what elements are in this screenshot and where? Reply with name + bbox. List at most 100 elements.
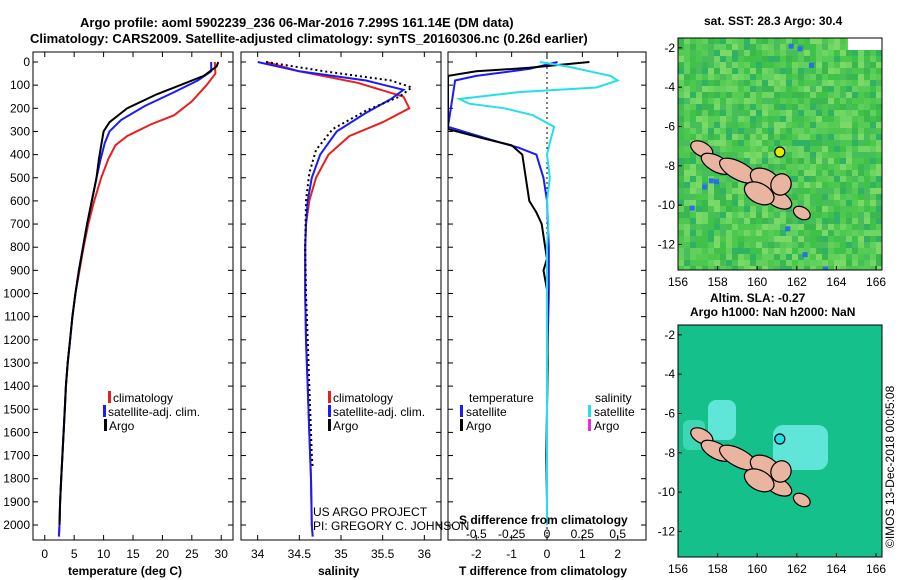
sst-cell — [756, 140, 762, 146]
sst-cell — [732, 116, 738, 122]
sla-map-frame — [677, 324, 883, 558]
sst-cell — [816, 122, 822, 128]
sst-cell — [774, 92, 780, 98]
sst-cell — [792, 230, 798, 236]
sst-cell — [822, 50, 828, 56]
sst-cell — [720, 122, 726, 128]
sst-cell — [858, 68, 864, 74]
sst-cell — [702, 134, 708, 140]
sst-cell — [846, 200, 852, 206]
sst-cell — [726, 86, 732, 92]
sst-cell — [792, 134, 798, 140]
sst-cell — [774, 74, 780, 80]
sst-cell — [774, 158, 780, 164]
sst-cell — [774, 104, 780, 110]
sst-cell — [864, 128, 870, 134]
sst-cell — [786, 122, 792, 128]
credit-line2: PI: GREGORY C. JOHNSON — [313, 519, 469, 533]
sst-cell — [720, 62, 726, 68]
sst-cell — [810, 38, 816, 44]
sst-cell — [816, 230, 822, 236]
sst-cell — [870, 170, 876, 176]
sst-cell — [744, 152, 750, 158]
x-tick-label: 34 — [251, 547, 265, 561]
sst-cell — [720, 260, 726, 266]
sst-cell — [678, 134, 684, 140]
sst-cell — [834, 260, 840, 266]
map-x-tick-label: 160 — [747, 562, 767, 576]
sst-cell — [834, 134, 840, 140]
sst-cell — [876, 134, 882, 140]
sst-cell — [780, 266, 786, 270]
sst-cell — [678, 254, 684, 260]
sst-cell — [744, 38, 750, 44]
sst-cell — [732, 98, 738, 104]
sst-cell — [810, 236, 816, 242]
sst-cell — [744, 110, 750, 116]
sst-cell — [744, 80, 750, 86]
sst-cell — [876, 104, 882, 110]
series-line-argo — [265, 61, 414, 468]
sst-cell — [738, 266, 744, 270]
sst-cell — [834, 56, 840, 62]
sst-cell — [690, 86, 696, 92]
sst-cell — [876, 92, 882, 98]
sst-cell — [726, 194, 732, 200]
sst-cell — [828, 266, 834, 270]
sst-cell — [714, 98, 720, 104]
sst-cell — [756, 236, 762, 242]
sst-cell — [786, 56, 792, 62]
sst-cell — [726, 254, 732, 260]
sst-cell — [696, 242, 702, 248]
map-x-tick-label: 162 — [787, 275, 807, 289]
sst-cell — [822, 188, 828, 194]
sst-cell — [684, 266, 690, 270]
sst-cell — [852, 236, 858, 242]
sst-cell — [678, 110, 684, 116]
sst-cell — [840, 152, 846, 158]
sst-cell — [744, 224, 750, 230]
sst-cell — [678, 146, 684, 152]
sst-cell — [786, 236, 792, 242]
sst-cell — [792, 260, 798, 266]
sst-cell — [840, 176, 846, 182]
sst-cell — [852, 242, 858, 248]
sst-cell — [822, 110, 828, 116]
sst-cell — [744, 56, 750, 62]
sst-cell — [726, 68, 732, 74]
sst-cell — [852, 140, 858, 146]
sst-cell — [798, 56, 804, 62]
sst-cell — [804, 170, 810, 176]
sst-cell — [798, 218, 804, 224]
sst-cell — [810, 170, 816, 176]
sst-cell — [702, 236, 708, 242]
sst-cell — [708, 140, 714, 146]
sst-cell — [792, 266, 798, 270]
sst-cell — [840, 188, 846, 194]
sst-cell — [828, 182, 834, 188]
sst-cell — [756, 230, 762, 236]
sst-map — [678, 38, 882, 270]
sst-cell — [732, 242, 738, 248]
sst-cell — [798, 68, 804, 74]
sst-cell — [870, 140, 876, 146]
sst-cell — [768, 152, 774, 158]
sla-anomaly — [773, 425, 828, 470]
sst-cell — [732, 254, 738, 260]
sst-cell — [774, 212, 780, 218]
sst-cell — [756, 38, 762, 44]
sst-cell — [786, 68, 792, 74]
sst-cell — [804, 194, 810, 200]
sst-cell — [678, 224, 684, 230]
sst-cell — [738, 140, 744, 146]
sst-cell — [864, 206, 870, 212]
sst-cell — [774, 128, 780, 134]
sst-cell — [840, 134, 846, 140]
sst-cell — [678, 176, 684, 182]
sst-cell — [732, 92, 738, 98]
sst-cell — [816, 104, 822, 110]
sst-cell — [732, 200, 738, 206]
sst-cell — [678, 62, 684, 68]
sst-cell — [696, 218, 702, 224]
sst-cell — [768, 254, 774, 260]
